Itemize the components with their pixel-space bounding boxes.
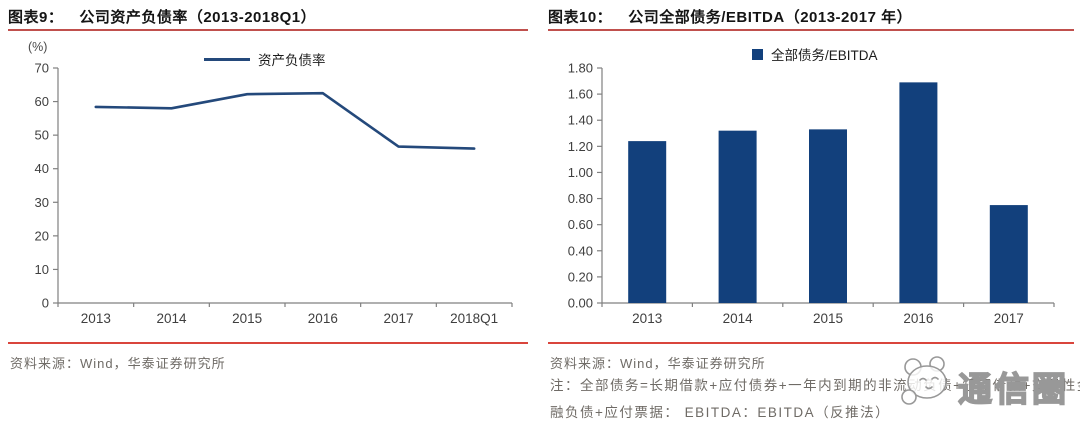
svg-text:2014: 2014 [723, 311, 754, 326]
figure10-bottom-rule [548, 342, 1074, 344]
bar-legend-label: 全部债务/EBITDA [771, 48, 878, 63]
svg-text:2016: 2016 [308, 311, 338, 326]
svg-text:1.80: 1.80 [568, 61, 593, 76]
figure10-label: 图表10： [548, 9, 613, 26]
svg-text:2014: 2014 [156, 311, 187, 326]
watermark: 通信圈 [896, 354, 1080, 414]
line-chart-legend: 资产负债率 [204, 49, 326, 69]
svg-text:20: 20 [35, 228, 49, 243]
figure10-title-rule [548, 29, 1074, 31]
figure9-label: 图表9： [8, 9, 64, 26]
svg-text:50: 50 [35, 128, 49, 143]
asset-liability-line-chart: 70 60 50 40 30 20 10 0 2013 2014 2015 2016 2017 2018Q… [35, 61, 513, 326]
svg-text:2013: 2013 [81, 311, 111, 326]
watermark-text: 通信圈 [957, 370, 1069, 410]
figure9-title-text: 公司资产负债率（2013-2018Q1） [79, 9, 317, 26]
figure10-title-text: 公司全部债务/EBITDA（2013-2017 年） [628, 9, 913, 26]
svg-text:0.20: 0.20 [568, 269, 593, 284]
svg-text:0.00: 0.00 [568, 296, 593, 311]
line-legend-label: 资产负债率 [258, 53, 326, 68]
line-chart-unit-label: (%) [28, 40, 48, 54]
svg-text:30: 30 [35, 195, 49, 210]
bar-legend-swatch [752, 48, 763, 60]
svg-text:2015: 2015 [813, 311, 843, 326]
svg-text:2017: 2017 [994, 311, 1024, 326]
figure-asset-liability-ratio: 图表9： 公司资产负债率（2013-2018Q1） (%) 资产负债率 70 60 5… [8, 0, 528, 437]
figure10-note-line2: 融负债+应付票据： EBITDA：EBITDA（反推法） [550, 405, 891, 420]
line-legend-swatch [204, 57, 250, 61]
svg-text:0: 0 [42, 296, 49, 311]
svg-text:2018Q1: 2018Q1 [450, 311, 498, 326]
svg-text:1.40: 1.40 [568, 113, 593, 128]
figure-debt-ebitda: 图表10： 公司全部债务/EBITDA（2013-2017 年） 全部债务/EBI… [548, 0, 1080, 437]
figure9-bottom-rule [8, 342, 528, 344]
svg-text:1.00: 1.00 [568, 165, 593, 180]
bar-chart-legend: 全部债务/EBITDA [752, 44, 878, 64]
svg-text:1.60: 1.60 [568, 87, 593, 102]
svg-text:0.80: 0.80 [568, 191, 593, 206]
figure10-title: 图表10： 公司全部债务/EBITDA（2013-2017 年） [548, 6, 912, 27]
svg-text:2015: 2015 [232, 311, 262, 326]
svg-text:40: 40 [35, 161, 49, 176]
svg-text:70: 70 [35, 61, 49, 76]
figure9-source: 资料来源：Wind，华泰证券研究所 [10, 356, 226, 371]
svg-text:2017: 2017 [383, 311, 413, 326]
debt-ebitda-bar-chart: 1.80 1.60 1.40 1.20 1.00 0.80 0.60 0.40 0.20 0.00… [568, 61, 1055, 326]
figure10-source: 资料来源：Wind，华泰证券研究所 [550, 356, 766, 371]
svg-text:0.60: 0.60 [568, 217, 593, 232]
figure10-note-line1: 注：全部债务=长期借款+应付债券+一年内到期的非流动负债+短期借款+交易性金 [550, 378, 1080, 393]
svg-text:0.40: 0.40 [568, 243, 593, 258]
svg-text:60: 60 [35, 94, 49, 109]
svg-text:2013: 2013 [632, 311, 662, 326]
figure9-title: 图表9： 公司资产负债率（2013-2018Q1） [8, 6, 316, 27]
panda-logo-icon [901, 356, 947, 405]
svg-text:1.20: 1.20 [568, 139, 593, 154]
figure9-title-rule [8, 29, 528, 31]
svg-text:2016: 2016 [903, 311, 933, 326]
svg-text:10: 10 [35, 262, 49, 277]
